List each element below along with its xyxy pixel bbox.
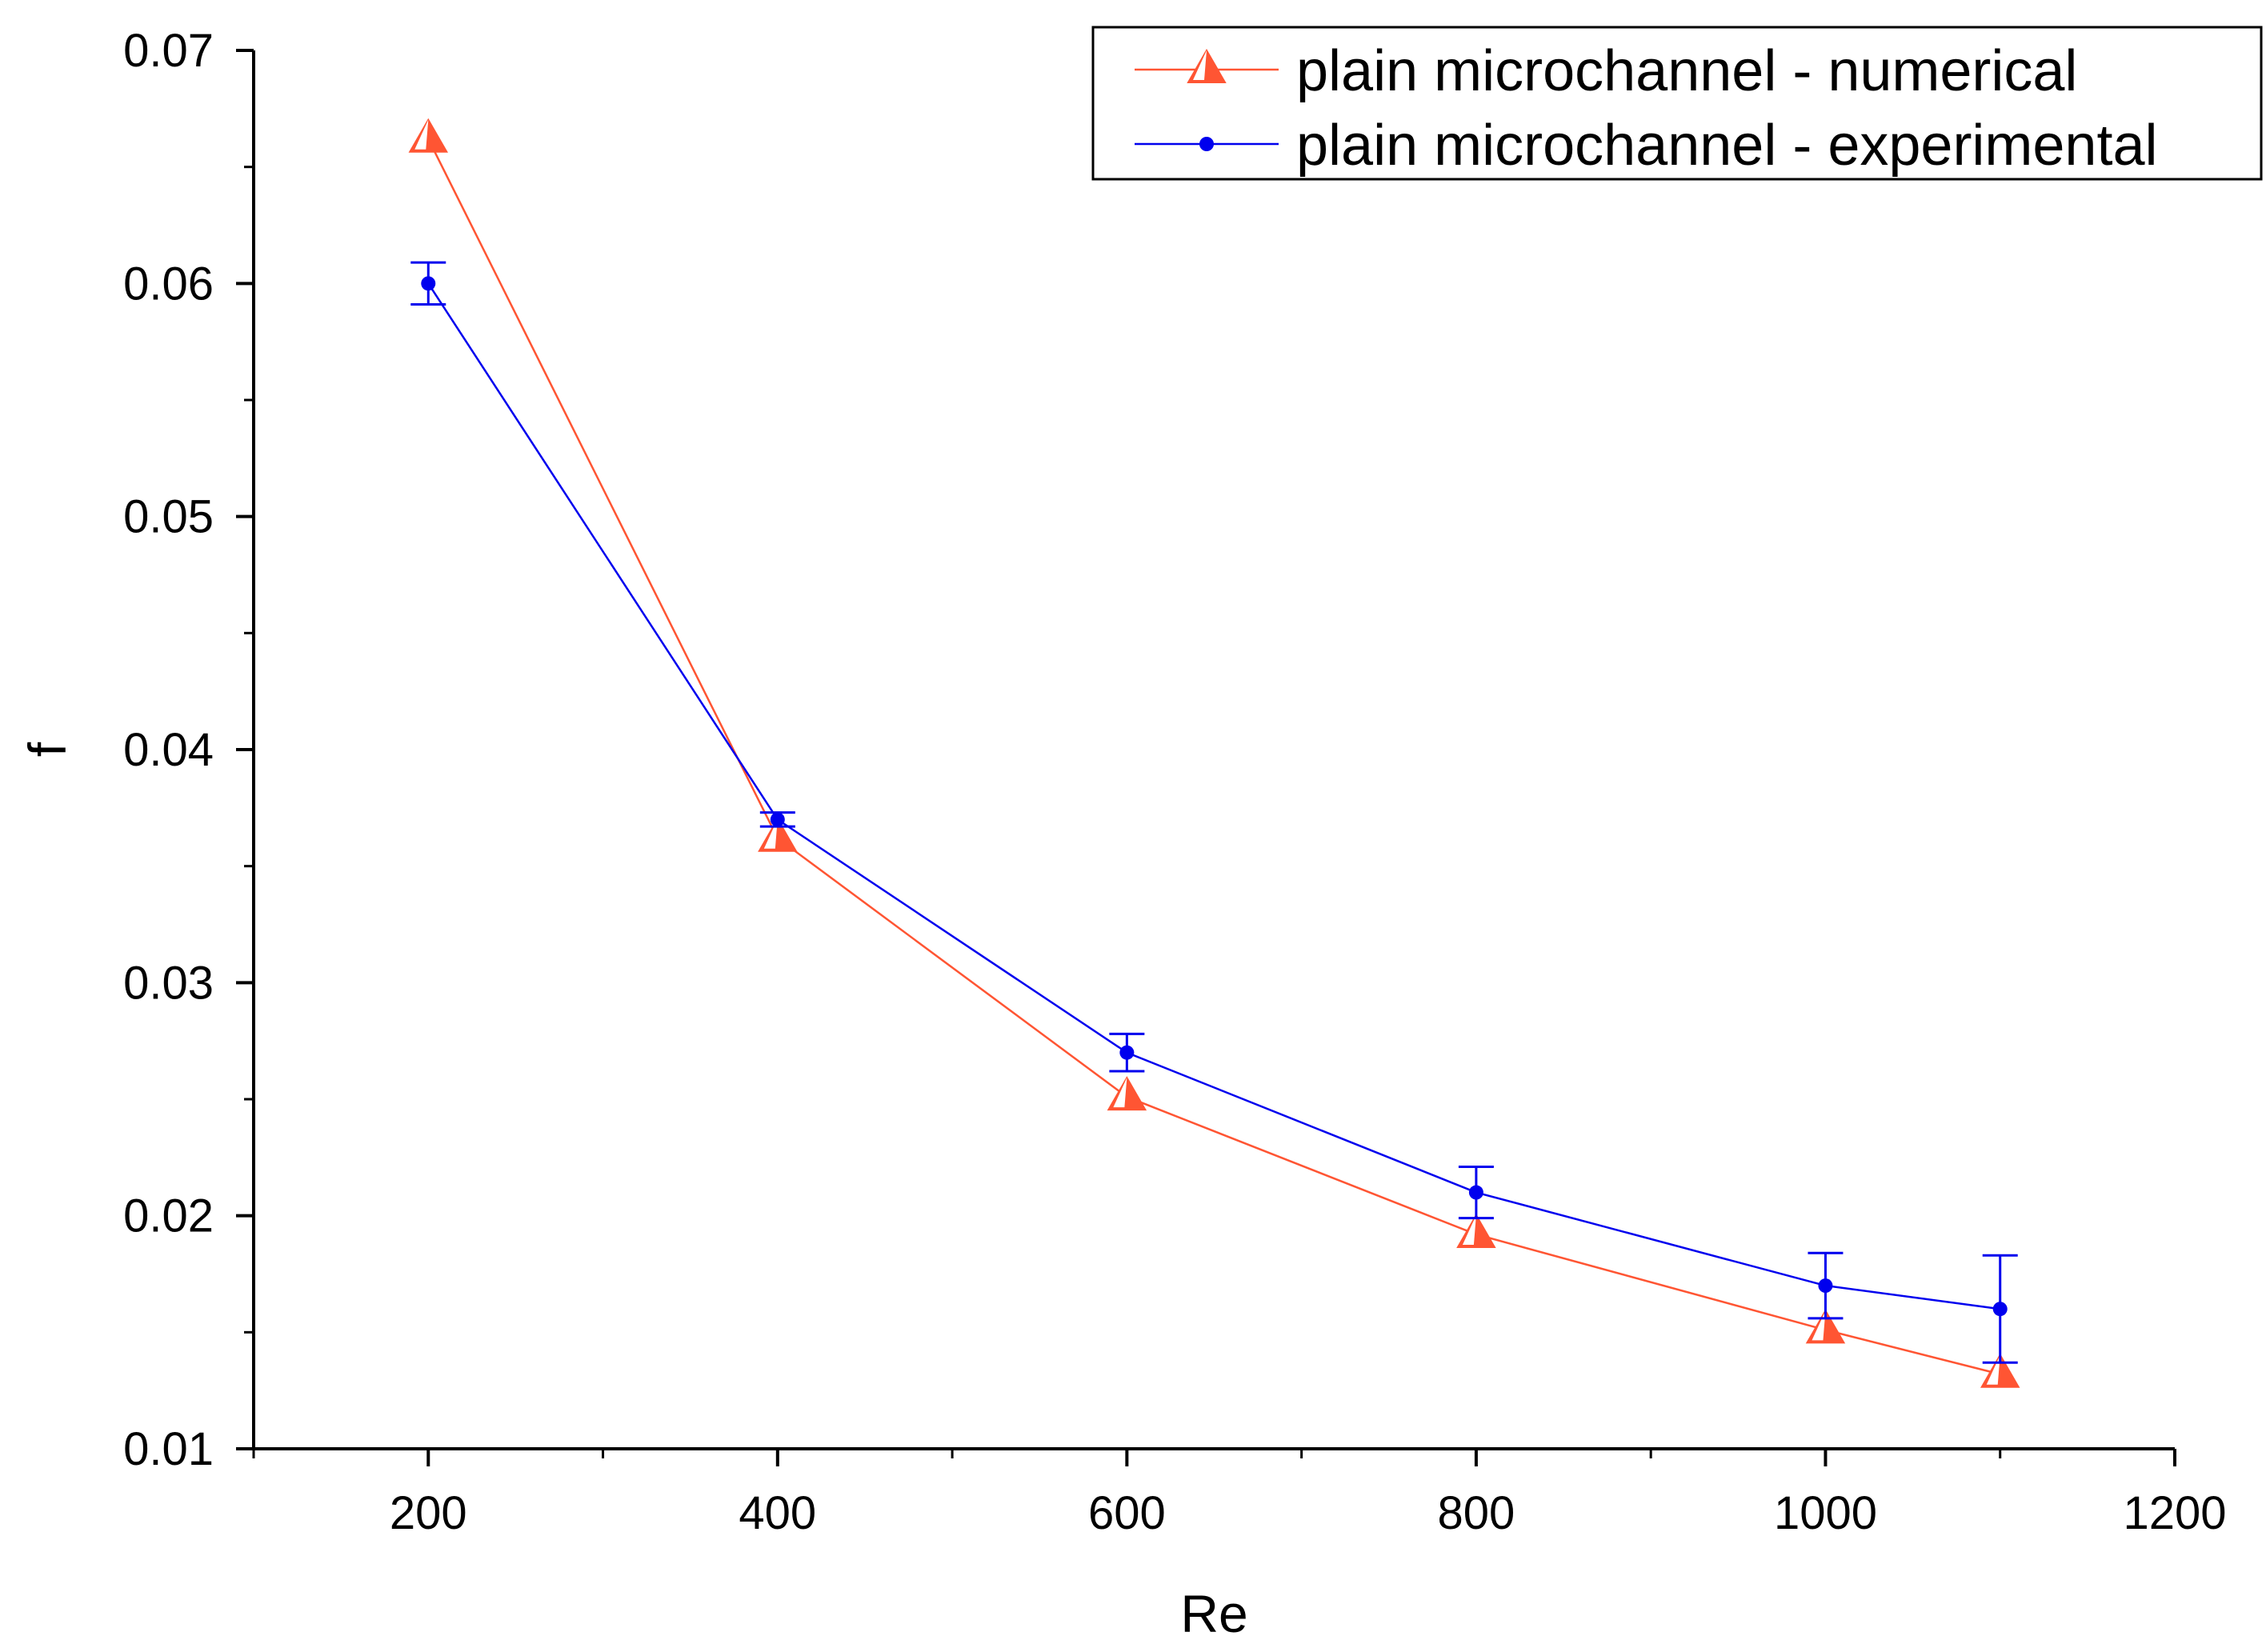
series-line-2 [427,282,2000,1310]
data-point-experimental [1818,1278,1833,1294]
legend-label-2: plain microchannel - experimental [1296,114,2158,178]
data-point-experimental [1992,1302,2008,1317]
data-point-numerical [408,118,449,153]
triangle-marker-highlight [414,119,429,150]
y-tick-label: 0.01 [123,1423,214,1475]
data-point-experimental [1119,1045,1135,1060]
series-lines [427,138,2001,1375]
triangle-marker-fill [1456,1213,1496,1248]
data-point-numerical [1107,1076,1147,1111]
triangle-marker-fill [408,118,449,153]
x-tick-label: 1000 [1774,1487,1877,1539]
legend: plain microchannel - numerical plain micr… [1091,26,2263,181]
y-tick-label: 0.07 [123,25,214,77]
x-tick-label: 400 [739,1487,816,1539]
y-tick-label: 0.02 [123,1190,214,1242]
series-line-1 [427,138,2001,1375]
y-tick-label: 0.05 [123,491,214,543]
legend-label-1: plain microchannel - numerical [1296,39,2077,103]
triangle-marker-highlight [1462,1214,1476,1245]
x-tick-label: 600 [1088,1487,1166,1539]
data-point-experimental [421,276,436,291]
axes: 200 400 600 800 1000 1200 0.01 0.02 0.03 0.04 0.05… [123,25,2226,1539]
y-tick-label: 0.04 [123,724,214,776]
legend-marker-experimental [1199,137,1214,151]
legend-box [1091,26,2263,181]
legend-marker-numerical [1187,48,1227,83]
triangle-marker-highlight [1193,50,1207,80]
data-point-numerical [1456,1213,1496,1248]
x-axis-title: Re [1180,1584,1247,1643]
triangle-marker-fill [1107,1076,1147,1111]
y-tick-label: 0.03 [123,957,214,1009]
triangle-marker-highlight [1113,1078,1127,1108]
x-tick-label: 1200 [2123,1487,2226,1539]
series-markers [408,118,2020,1388]
y-tick-label: 0.06 [123,258,214,310]
x-tick-label: 800 [1438,1487,1515,1539]
y-axis-title: f [18,742,77,757]
x-tick-label: 200 [390,1487,467,1539]
data-point-experimental [1468,1185,1483,1200]
data-point-experimental [770,812,785,827]
